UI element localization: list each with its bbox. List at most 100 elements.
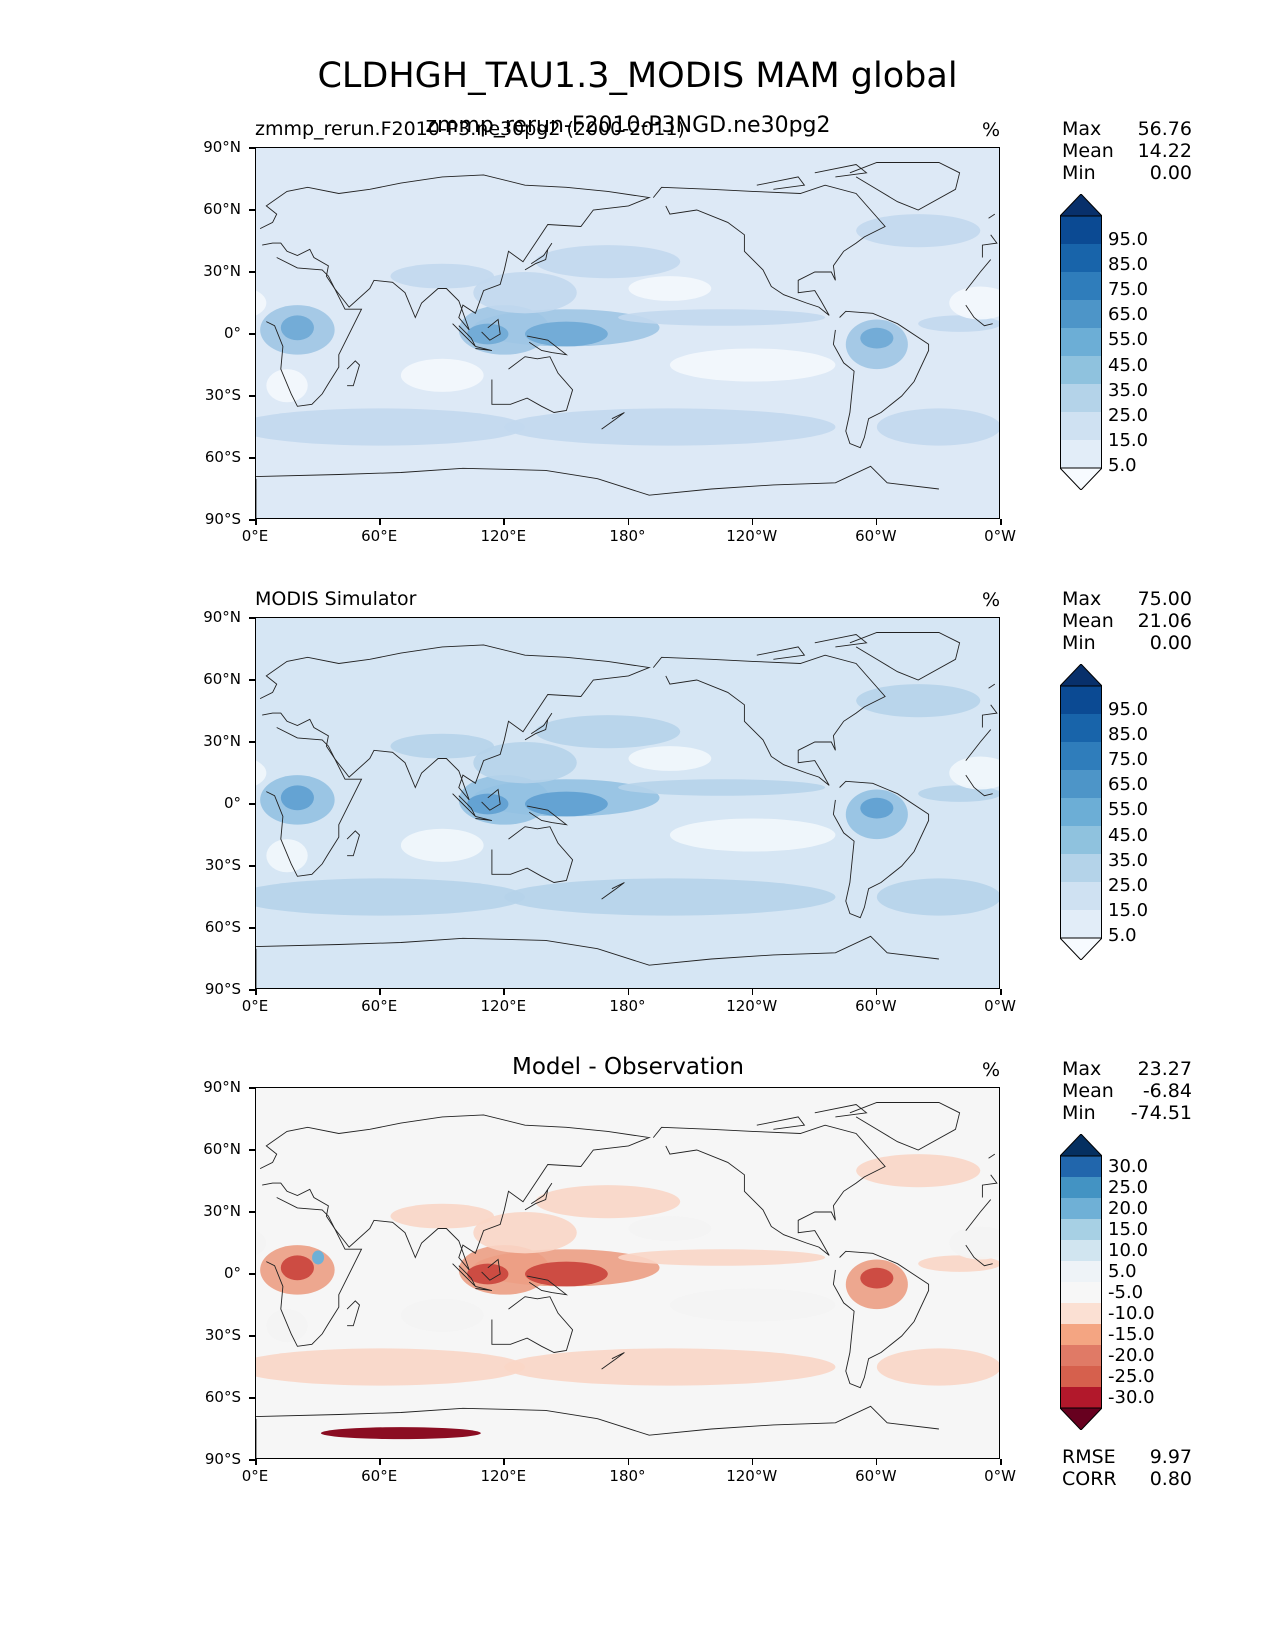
field-region (628, 276, 712, 301)
field-region (266, 839, 308, 873)
stats-box: Max 56.76 Mean 14.22 Min 0.00 (1062, 118, 1192, 184)
mean-value: 14.22 (1137, 140, 1192, 162)
colorbar-tick-label: 15.0 (1108, 900, 1149, 922)
colorbar-bin (1060, 216, 1102, 245)
colorbar-bin (1060, 384, 1102, 413)
coastline (756, 646, 806, 660)
colorbar-tick-label: -30.0 (1108, 1386, 1155, 1408)
colorbar-bin (1060, 1282, 1102, 1304)
colorbar-tick-label: 55.0 (1108, 329, 1149, 351)
colorbar-tick-label: 15.0 (1108, 430, 1149, 452)
lon-tick (627, 519, 629, 525)
field-region (628, 1216, 712, 1241)
colorbar-min-arrow (1060, 1407, 1102, 1430)
lat-tick (249, 989, 255, 991)
lat-tick (249, 865, 255, 867)
field-region (256, 1348, 525, 1386)
field-region (918, 785, 999, 802)
colorbar-bin (1060, 1366, 1102, 1388)
lon-tick-label: 0°E (241, 527, 269, 545)
panel-title-center: Model - Observation (511, 1054, 745, 1080)
colorbar-tick-label: 20.0 (1108, 1197, 1149, 1219)
field-region (535, 1185, 681, 1219)
field-region (949, 1226, 999, 1260)
field-region (256, 878, 525, 916)
corr-value: 0.80 (1149, 1468, 1192, 1490)
colorbar-bin (1060, 440, 1102, 469)
field-region (280, 315, 314, 341)
coastline (475, 1285, 493, 1291)
colorbar-bin (1060, 356, 1102, 385)
lat-tick-label: 30°S (204, 1326, 241, 1344)
map-plot (255, 617, 1000, 989)
rmse-value: 9.97 (1149, 1446, 1192, 1468)
field-region (473, 1212, 577, 1254)
lon-tick-label: 180° (609, 527, 646, 545)
panel-model: zmmp_rerun.F2010-P3.ne30pg2 (2000-2011) … (0, 113, 1275, 568)
lat-tick (249, 1149, 255, 1151)
colorbar-bin (1060, 1345, 1102, 1367)
lon-tick-label: 0°E (241, 997, 269, 1015)
coastline (756, 1116, 806, 1130)
coastline (814, 634, 868, 648)
field-region (856, 684, 981, 718)
coastline (266, 727, 993, 877)
colorbar-bin (1060, 1219, 1102, 1241)
coastline (814, 1104, 868, 1118)
lon-tick (875, 519, 878, 525)
coastline (988, 213, 996, 219)
colorbar-tick-label: 75.0 (1108, 749, 1149, 770)
units-label: % (982, 589, 1001, 611)
panel-difference: Model - Observation % Max 23.27 Mean -6.84… (0, 1054, 1275, 1508)
field-region (400, 358, 484, 392)
field-region (949, 756, 999, 790)
colorbar-tick-label: 55.0 (1108, 799, 1149, 821)
lat-tick-label: 90°S (204, 980, 241, 998)
colorbar-bin (1060, 300, 1102, 329)
lon-tick (255, 989, 257, 995)
lon-tick (255, 519, 257, 525)
units-label: % (982, 119, 1001, 141)
field-region (856, 214, 981, 248)
coastline (481, 788, 501, 811)
colorbar-min-arrow (1060, 937, 1102, 960)
coastline (524, 242, 553, 271)
colorbar-tick-label: 65.0 (1108, 774, 1149, 796)
colorbar-tick-label: 5.0 (1108, 455, 1137, 477)
field-region (473, 272, 577, 314)
lat-tick-label: 0° (223, 794, 241, 812)
panel-title-left: zmmp_rerun.F2010-P3.ne30pg2 (2000-2011) (255, 118, 685, 140)
lat-tick (249, 1397, 255, 1399)
colorbar-bin (1060, 882, 1102, 911)
lat-tick-label: 60°N (203, 200, 241, 218)
field-region (256, 760, 267, 786)
field-region (525, 321, 608, 347)
min-value: 0.00 (1149, 632, 1192, 654)
lat-tick-label: 90°N (203, 1078, 241, 1096)
field-region (856, 1154, 981, 1188)
coastline (988, 683, 996, 689)
coastline (652, 1124, 886, 1256)
coastline (849, 162, 961, 211)
stats-box: Max 23.27 Mean -6.84 Min -74.51 (1062, 1058, 1192, 1124)
lat-tick (249, 679, 255, 681)
lat-tick (249, 803, 255, 805)
min-value: 0.00 (1149, 162, 1192, 184)
colorbar-tick-label: 65.0 (1108, 304, 1149, 326)
lat-tick-label: 30°S (204, 856, 241, 874)
field-region (504, 878, 836, 916)
coastline (256, 935, 939, 988)
panel-title-left: MODIS Simulator (255, 588, 417, 610)
field-region (628, 746, 712, 771)
lon-tick (255, 1459, 257, 1465)
colorbar-max-arrow (1060, 664, 1102, 687)
mean-label: Mean (1062, 610, 1114, 632)
colorbar-bin (1060, 798, 1102, 827)
colorbar-frame (1060, 1155, 1102, 1409)
lat-tick-label: 30°N (203, 1202, 241, 1220)
lat-tick (249, 1335, 255, 1337)
colorbar (1060, 664, 1102, 960)
field-region (876, 1348, 999, 1386)
coastline (832, 310, 930, 449)
colorbar-tick-label: -10.0 (1108, 1302, 1155, 1324)
